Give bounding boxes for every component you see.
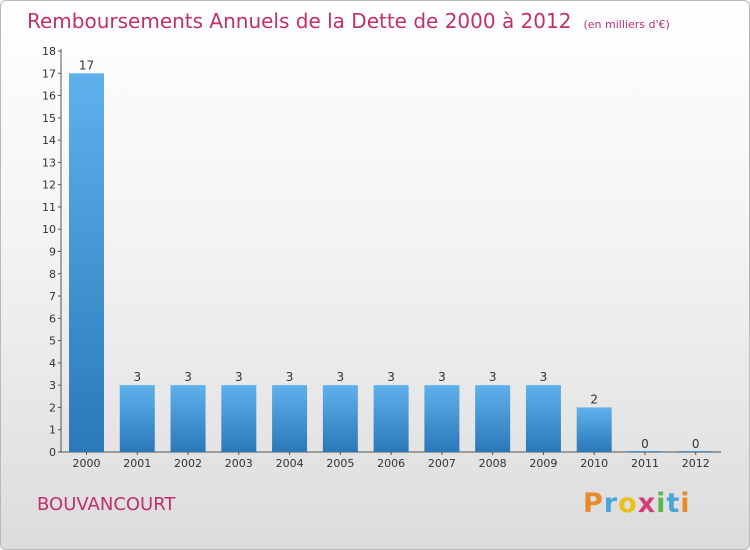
y-tick-label: 11	[42, 201, 56, 214]
data-label: 3	[337, 370, 345, 384]
logo-letter: i	[656, 488, 667, 519]
x-tick-label: 2011	[631, 457, 659, 470]
data-label: 3	[184, 370, 192, 384]
data-label: 3	[438, 370, 446, 384]
data-label: 3	[489, 370, 497, 384]
y-tick-label: 13	[42, 156, 56, 169]
logo-letter: x	[637, 488, 657, 519]
bar	[322, 385, 358, 452]
y-tick-label: 12	[42, 179, 56, 192]
proxiti-logo: Proxiti	[583, 488, 691, 519]
x-tick-label: 2000	[73, 457, 101, 470]
bar	[678, 451, 714, 452]
y-tick-label: 7	[49, 290, 56, 303]
data-label: 3	[540, 370, 548, 384]
y-tick-label: 18	[42, 45, 56, 58]
y-tick-label: 14	[42, 134, 56, 147]
bar	[424, 385, 460, 452]
logo-letter: r	[603, 488, 619, 519]
bar	[170, 385, 206, 452]
y-tick-label: 4	[49, 357, 56, 370]
y-tick-label: 3	[49, 379, 56, 392]
bar	[373, 385, 409, 452]
title-text: Remboursements Annuels de la Dette de 20…	[27, 9, 572, 33]
y-tick-label: 2	[49, 401, 56, 414]
x-tick-label: 2002	[174, 457, 202, 470]
data-label: 0	[641, 437, 649, 451]
data-label: 0	[692, 437, 700, 451]
x-tick-label: 2008	[479, 457, 507, 470]
bar	[69, 73, 104, 453]
labels-group: 1720003200132002320033200432005320063200…	[73, 58, 710, 470]
data-label: 3	[286, 370, 294, 384]
y-tick-label: 9	[49, 246, 56, 259]
chart-title: Remboursements Annuels de la Dette de 20…	[27, 9, 670, 33]
x-tick-label: 2001	[123, 457, 151, 470]
y-tick-label: 16	[42, 90, 56, 103]
bar	[576, 407, 612, 452]
y-tick-label: 6	[49, 312, 56, 325]
bars-group	[69, 73, 714, 453]
x-tick-label: 2004	[276, 457, 304, 470]
location-name: BOUVANCOURT	[37, 494, 176, 515]
data-label: 3	[133, 370, 141, 384]
x-tick-label: 2012	[682, 457, 710, 470]
data-label: 17	[79, 58, 94, 72]
bar	[119, 385, 155, 452]
data-label: 3	[235, 370, 243, 384]
bar	[627, 451, 663, 452]
bar	[272, 385, 308, 452]
y-tick-label: 8	[49, 268, 56, 281]
data-label: 2	[590, 392, 598, 406]
y-tick-label: 15	[42, 112, 56, 125]
y-tick-label: 0	[49, 446, 56, 459]
y-tick-label: 1	[49, 424, 56, 437]
y-tick-label: 10	[42, 223, 56, 236]
y-tick-label: 5	[49, 335, 56, 348]
bar	[475, 385, 511, 452]
logo-letter: t	[666, 488, 681, 519]
unit-label: (en milliers d'€)	[583, 18, 670, 31]
logo-letter: o	[618, 488, 638, 519]
bar	[221, 385, 257, 452]
x-tick-label: 2010	[580, 457, 608, 470]
x-tick-label: 2006	[377, 457, 405, 470]
x-tick-label: 2009	[529, 457, 557, 470]
bar	[525, 385, 561, 452]
y-tick-label: 17	[42, 67, 56, 80]
logo-letter: i	[680, 488, 691, 519]
logo-letter: P	[583, 488, 604, 519]
x-tick-label: 2003	[225, 457, 253, 470]
x-tick-label: 2007	[428, 457, 456, 470]
x-tick-label: 2005	[326, 457, 354, 470]
data-label: 3	[387, 370, 395, 384]
